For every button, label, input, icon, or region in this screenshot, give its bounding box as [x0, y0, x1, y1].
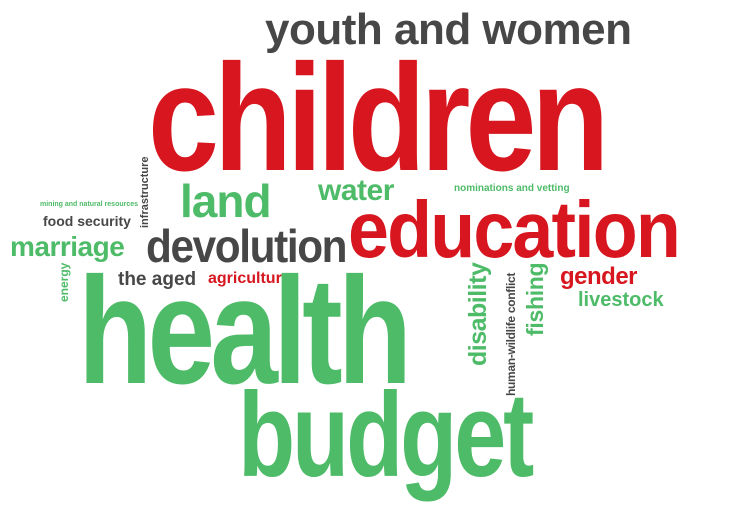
word-disability: disability — [464, 262, 492, 366]
word-food-security: food security — [43, 213, 131, 229]
word-nominations-and-vetting: nominations and vetting — [454, 183, 570, 194]
word-infrastructure: infrastructure — [139, 156, 151, 228]
word-marriage: marriage — [10, 231, 125, 262]
word-fishing: fishing — [522, 262, 548, 336]
word-children: children — [148, 33, 609, 203]
word-health: health — [78, 246, 412, 416]
word-the-aged: the aged — [118, 269, 197, 290]
word-mining-and-natural-resources: mining and natural resources — [40, 201, 139, 208]
word-livestock: livestock — [578, 289, 664, 311]
word-budget: budget — [238, 368, 534, 502]
word-education: education — [348, 185, 681, 274]
word-devolution: devolution — [146, 220, 348, 272]
word-energy: energy — [57, 262, 71, 302]
word-agriculture: agriculture — [208, 270, 291, 287]
word-water: water — [318, 174, 394, 207]
word-land: land — [180, 175, 272, 227]
word-youth-and-women: youth and women — [265, 5, 632, 54]
word-gender: gender — [560, 263, 638, 290]
